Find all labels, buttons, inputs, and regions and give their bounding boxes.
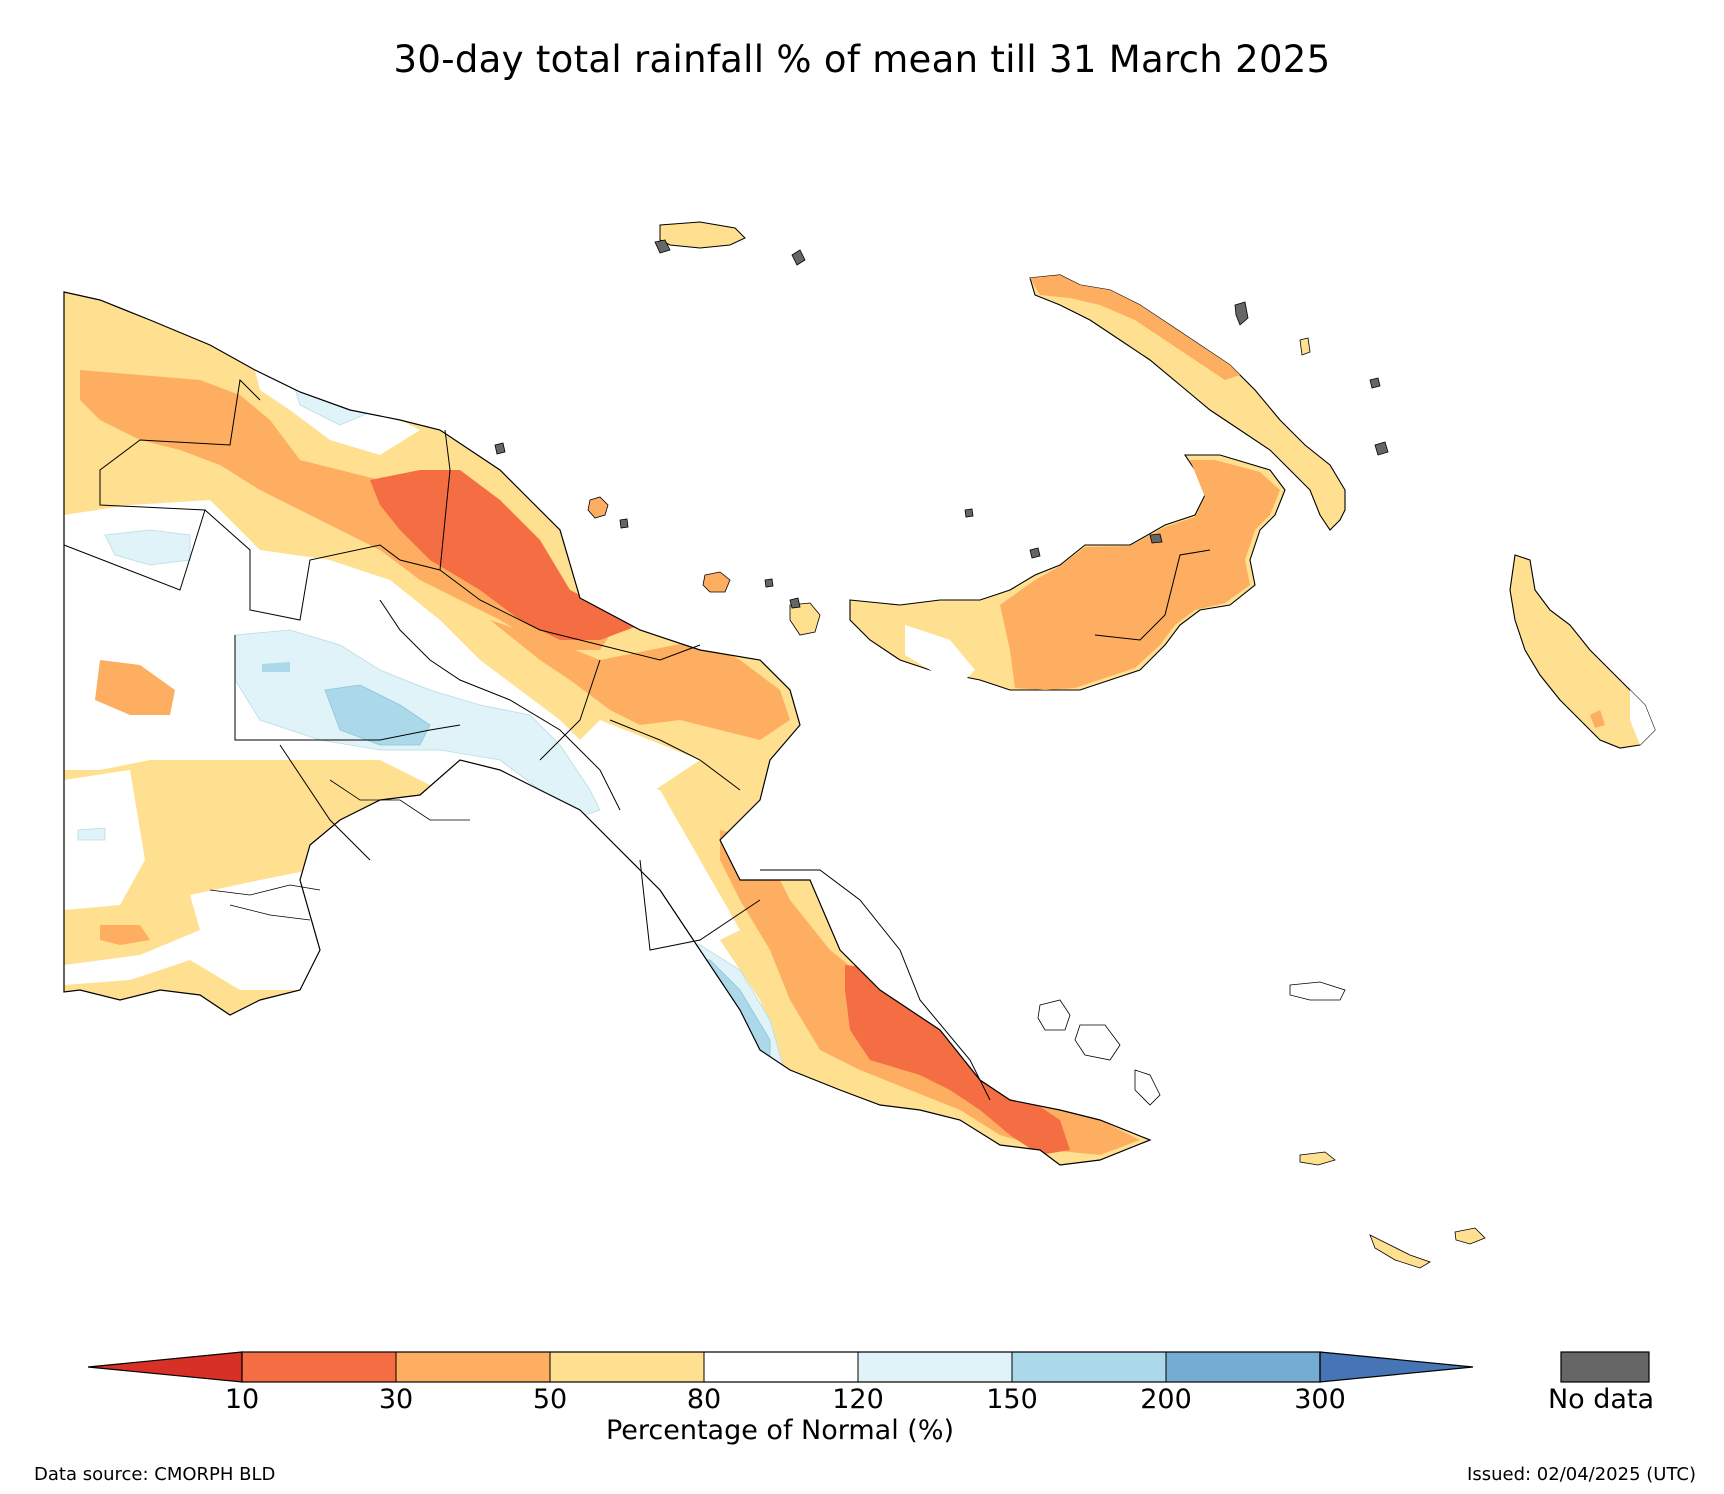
colorbar-tick-50: 50 [532, 1384, 568, 1415]
zone-dry-southeast [845, 965, 1070, 1155]
nodata-islet-10 [964, 508, 974, 518]
manus-base [659, 221, 746, 249]
zone-below-southwest [100, 925, 150, 945]
small-islands [494, 249, 1486, 1269]
colorbar-bin-50-80 [549, 1351, 705, 1383]
colorbar-under-triangle [87, 1351, 243, 1383]
bougainville-orange [1590, 710, 1605, 728]
umboi-island [789, 602, 821, 636]
new-britain-island [849, 454, 1286, 691]
rossel-island [1454, 1227, 1486, 1245]
new-ireland-island [1029, 274, 1346, 531]
mainland [63, 291, 1152, 1166]
new-britain-orange [1000, 460, 1280, 690]
map-title: 30-day total rainfall % of mean till 31 … [393, 38, 1331, 81]
karkar-island [587, 496, 609, 519]
manus-west-nodata [654, 239, 671, 254]
duke-of-york-islet [1299, 337, 1311, 356]
woodlark-white [1289, 981, 1346, 1001]
colorbar-axis-label: Percentage of Normal (%) [605, 1415, 955, 1446]
colorbar [87, 1351, 1650, 1383]
no-data-label: No data [1547, 1384, 1655, 1415]
colorbar-tick-80: 80 [686, 1384, 722, 1415]
colorbar-frame [241, 1351, 1321, 1383]
zone-normal-central [590, 770, 740, 950]
colorbar-tick-300: 300 [1294, 1384, 1346, 1415]
sudest-island [1369, 1234, 1431, 1269]
nodata-islet-9 [1029, 547, 1041, 559]
colorbar-tick-120: 120 [832, 1384, 884, 1415]
zone-normal-south [64, 870, 330, 990]
no-data-swatch [1560, 1351, 1650, 1383]
colorbar-tick-150: 150 [986, 1384, 1038, 1415]
mainland-coastline [63, 291, 1152, 1166]
nodata-islet-6 [1234, 301, 1249, 326]
new-britain-white-west [905, 625, 975, 685]
new-ireland-orange [1030, 275, 1240, 380]
trobriand-island [1299, 1151, 1336, 1166]
zone-above-southwest [77, 827, 106, 841]
issued-date-note: Issued: 02/04/2025 (UTC) [1467, 1464, 1696, 1485]
new-britain-boundary [1094, 549, 1211, 641]
zone-wet-highlands-small [262, 662, 290, 672]
nodata-islet-7 [1374, 441, 1389, 456]
colorbar-over-triangle [1319, 1351, 1474, 1383]
colorbar-bin-80-120 [703, 1351, 859, 1383]
colorbar-bin-30-50 [395, 1351, 551, 1383]
nodata-islet-2 [494, 442, 506, 455]
zone-dry-north [370, 470, 640, 640]
colorbar-tick-10: 10 [224, 1384, 260, 1415]
bougainville-island [1509, 554, 1656, 749]
colorbar-bin-10-30 [241, 1351, 397, 1383]
colorbar-bins [241, 1351, 1321, 1383]
zone-wet-highlands [324, 684, 431, 746]
dentrecasteaux-white [1037, 999, 1071, 1031]
nodata-islet-3 [619, 518, 629, 529]
provincial-boundaries [63, 378, 991, 1101]
colorbar-bin-200-300 [1165, 1351, 1321, 1383]
nodata-islet-1 [789, 597, 801, 609]
zone-above-west [104, 529, 191, 566]
colorbar-bin-120-150 [857, 1351, 1013, 1383]
nodata-islet-5 [791, 249, 806, 266]
dentrecasteaux-white-3 [1134, 1069, 1161, 1106]
river-detail [209, 779, 470, 921]
data-source-note: Data source: CMORPH BLD [34, 1464, 276, 1485]
new-ireland-base [1029, 274, 1346, 531]
nodata-islet-11 [1149, 533, 1163, 544]
colorbar-tick-200: 200 [1140, 1384, 1192, 1415]
nodata-islet-8 [1369, 377, 1381, 389]
manus-island [654, 221, 746, 254]
dentrecasteaux-white-2 [1074, 1024, 1121, 1061]
zone-below-west [95, 660, 175, 715]
colorbar-bin-150-200 [1011, 1351, 1167, 1383]
colorbar-tick-30: 30 [378, 1384, 414, 1415]
long-island [702, 571, 731, 593]
bougainville-white [1630, 690, 1655, 745]
nodata-islet-4 [764, 578, 774, 588]
